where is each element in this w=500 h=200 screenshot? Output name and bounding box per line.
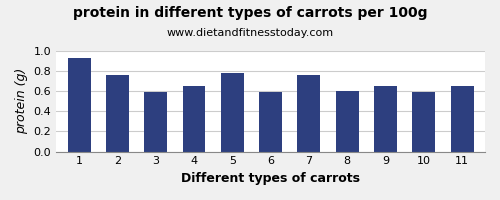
Bar [298,75,320,152]
Bar [182,86,206,152]
Text: www.dietandfitnesstoday.com: www.dietandfitnesstoday.com [166,28,334,38]
Bar [374,86,397,152]
Bar [106,75,129,152]
Bar [450,86,473,152]
Y-axis label: protein (g): protein (g) [15,68,28,134]
Bar [68,58,90,152]
Bar [259,92,282,152]
Text: protein in different types of carrots per 100g: protein in different types of carrots pe… [73,6,427,20]
Bar [144,92,167,152]
Bar [221,73,244,152]
Bar [336,91,358,152]
X-axis label: Different types of carrots: Different types of carrots [181,172,360,185]
Bar [412,92,435,152]
